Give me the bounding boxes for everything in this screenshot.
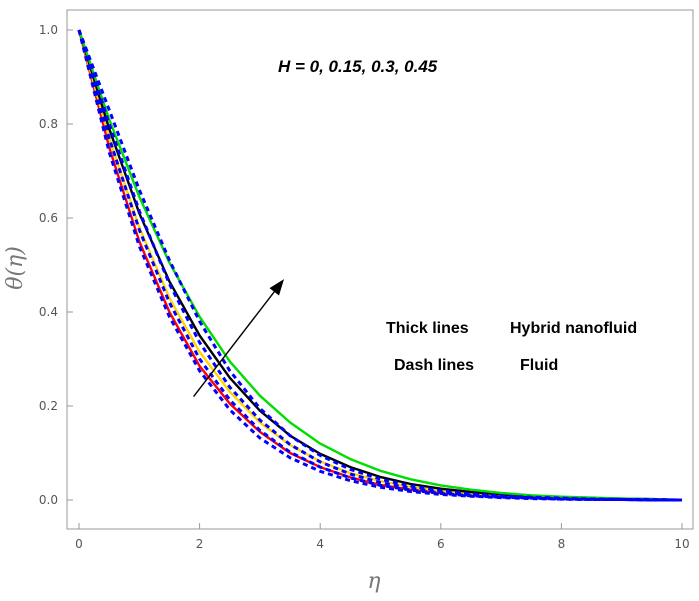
y-tick-label: 0.4 xyxy=(39,305,58,319)
series-group xyxy=(77,29,683,502)
x-tick-label: 10 xyxy=(674,537,689,551)
x-tick-label: 0 xyxy=(75,537,83,551)
y-tick-label: 0.0 xyxy=(39,493,58,507)
trend-arrow-head xyxy=(269,279,285,296)
x-tick-label: 4 xyxy=(316,537,324,551)
tick-group: 0 2 4 6 8 10 0.0 0.2 0.4 0.6 0.8 1.0 xyxy=(39,23,690,551)
plot-frame xyxy=(66,9,694,530)
legend-thick-value: Hybrid nanofluid xyxy=(510,320,637,337)
y-axis-title: θ(η) xyxy=(3,246,28,290)
series-line-8 xyxy=(77,29,683,502)
y-tick-label: 1.0 xyxy=(39,23,58,37)
legend-dash-key: Dash lines xyxy=(394,357,474,374)
parameter-annotation: H = 0, 0.15, 0.3, 0.45 xyxy=(278,57,438,76)
x-tick-label: 2 xyxy=(196,537,204,551)
y-tick-label: 0.6 xyxy=(39,211,58,225)
y-tick-label: 0.2 xyxy=(39,399,58,413)
arrow-group xyxy=(193,279,285,398)
series-line-7 xyxy=(77,29,682,502)
x-tick-label: 6 xyxy=(437,537,445,551)
series-line-4 xyxy=(77,29,683,502)
x-tick-label: 8 xyxy=(558,537,566,551)
series-line-6 xyxy=(77,29,682,502)
trend-arrow xyxy=(193,291,275,398)
x-axis-title: η xyxy=(367,569,380,594)
legend-dash-value: Fluid xyxy=(520,357,558,374)
y-tick-label: 0.8 xyxy=(39,117,58,131)
legend-thick-key: Thick lines xyxy=(386,320,469,337)
